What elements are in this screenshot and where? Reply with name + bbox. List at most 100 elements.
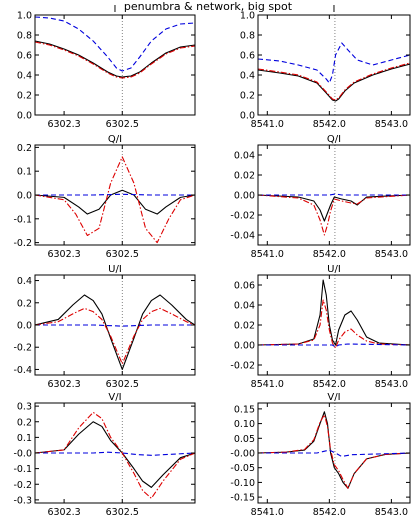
panel-grid: I 0.0 0.2 0.4 0.6 0.8 1.0 6302.3 6302.5 I 0.0 0.2 0.… [13, 4, 411, 518]
x-tick-label: 8541.0 [251, 249, 284, 260]
y-tick-label: 1.0 [17, 11, 32, 22]
series-line-red [258, 299, 410, 349]
panel-title: U/I [108, 264, 122, 275]
y-tick-label: 0.2 [17, 143, 32, 154]
y-tick-label: -0.00 [230, 449, 255, 460]
chart-panel-8: V/I -0.15 -0.10 -0.05 -0.00 0.05 0.10 0.15 8541.… [230, 392, 411, 518]
x-tick-label: 8543.0 [375, 249, 408, 260]
series-line-blue [258, 449, 410, 458]
series-line-red [35, 411, 195, 499]
y-tick-label: 0.4 [17, 71, 32, 82]
y-tick-label: 0.10 [234, 419, 255, 430]
x-tick-label: 8542.0 [313, 379, 346, 390]
series-line-red [35, 41, 195, 79]
series-line-black [35, 189, 195, 215]
y-tick-label: 0.0 [17, 191, 32, 202]
x-tick-label: 6302.5 [106, 249, 139, 260]
chart-panel-7: V/I -0.3 -0.2 -0.1 -0.0 0.1 0.2 0.3 6302.3 6302.5 [13, 392, 196, 518]
y-tick-label: 1.0 [240, 11, 255, 22]
series-group [258, 42, 410, 102]
x-tick-label: 8541.0 [251, 119, 284, 130]
series-line-red [258, 414, 410, 489]
y-tick-label: 0.1 [17, 433, 32, 444]
x-tick-label: 6302.5 [106, 119, 139, 130]
y-tick-label: -0.4 [13, 365, 32, 376]
x-tick-label: 8542.0 [313, 249, 346, 260]
series-group [258, 411, 410, 489]
y-tick-label: -0.2 [13, 480, 32, 491]
series-line-black [258, 279, 410, 346]
figure-title: penumbra & network, big spot [124, 0, 293, 13]
y-tick-label: -0.0 [13, 449, 32, 460]
y-tick-label: -0.1 [13, 464, 32, 475]
y-tick-label: 0.2 [17, 91, 32, 102]
series-line-blue [35, 324, 195, 327]
y-tick-label: 0.6 [240, 51, 255, 62]
series-line-red [35, 156, 195, 244]
x-tick-label: 8541.0 [251, 379, 284, 390]
panel-title: I [333, 4, 336, 15]
x-tick-label: 6302.3 [47, 379, 80, 390]
series-line-red [258, 62, 410, 101]
chart-panel-6: U/I -0.02 0.00 0.02 0.04 0.06 8541.0 8542.0 8543… [230, 264, 411, 390]
y-tick-label: -0.2 [13, 238, 32, 249]
y-tick-label: -0.02 [230, 211, 255, 222]
x-tick-label: 6302.3 [47, 507, 80, 518]
y-tick-label: -0.1 [13, 214, 32, 225]
series-line-blue [258, 193, 410, 196]
y-tick-label: 0.4 [240, 71, 255, 82]
series-line-blue [35, 193, 195, 196]
chart-panel-4: Q/I -0.04 -0.02 0.00 0.02 0.04 8541.0 8542.0 854… [230, 134, 411, 260]
y-tick-label: -0.10 [230, 478, 255, 489]
plot-frame [257, 14, 411, 116]
series-line-black [258, 63, 410, 102]
series-line-black [258, 194, 410, 222]
panel-title: U/I [327, 264, 341, 275]
series-group [35, 411, 195, 499]
y-tick-label: 0.3 [17, 402, 32, 413]
panel-title: I [114, 4, 117, 15]
series-group [35, 294, 195, 370]
series-line-blue [35, 16, 195, 72]
series-line-red [35, 307, 195, 365]
y-tick-label: -0.15 [230, 493, 255, 504]
series-group [35, 156, 195, 244]
y-tick-label: 0.0 [17, 111, 32, 122]
plot-frame [257, 402, 411, 504]
x-tick-label: 6302.3 [47, 249, 80, 260]
plot-frame [257, 274, 411, 376]
series-line-blue [258, 343, 410, 348]
panel-title: Q/I [108, 134, 122, 145]
y-tick-label: 0.15 [234, 404, 255, 415]
chart-panel-5: U/I -0.4 -0.2 0.0 0.2 0.4 6302.3 6302.5 [13, 264, 196, 390]
y-tick-label: 0.8 [240, 31, 255, 42]
y-tick-label: -0.2 [13, 343, 32, 354]
x-tick-label: 8543.0 [375, 507, 408, 518]
series-group [258, 279, 410, 349]
y-tick-label: 0.06 [234, 281, 255, 292]
series-line-blue [35, 451, 195, 456]
x-tick-label: 6302.3 [47, 119, 80, 130]
series-group [258, 193, 410, 236]
x-tick-label: 8541.0 [251, 507, 284, 518]
panel-title: V/I [108, 392, 121, 403]
panel-title: Q/I [327, 134, 341, 145]
y-tick-label: -0.02 [230, 361, 255, 372]
x-tick-label: 8542.0 [313, 507, 346, 518]
x-tick-label: 8542.0 [313, 119, 346, 130]
y-tick-label: 0.1 [17, 167, 32, 178]
y-tick-label: -0.3 [13, 495, 32, 506]
y-tick-label: -0.05 [230, 463, 255, 474]
x-tick-label: 8543.0 [375, 379, 408, 390]
chart-panel-3: Q/I -0.2 -0.1 0.0 0.1 0.2 6302.3 6302.5 [13, 134, 196, 260]
y-tick-label: 0.4 [17, 276, 32, 287]
y-tick-label: 0.02 [234, 171, 255, 182]
x-tick-label: 6302.5 [106, 507, 139, 518]
y-tick-label: 0.05 [234, 434, 255, 445]
y-tick-label: 0.2 [240, 91, 255, 102]
plot-frame [34, 14, 196, 116]
x-tick-label: 8543.0 [375, 119, 408, 130]
y-tick-label: 0.2 [17, 417, 32, 428]
y-tick-label: 0.8 [17, 31, 32, 42]
